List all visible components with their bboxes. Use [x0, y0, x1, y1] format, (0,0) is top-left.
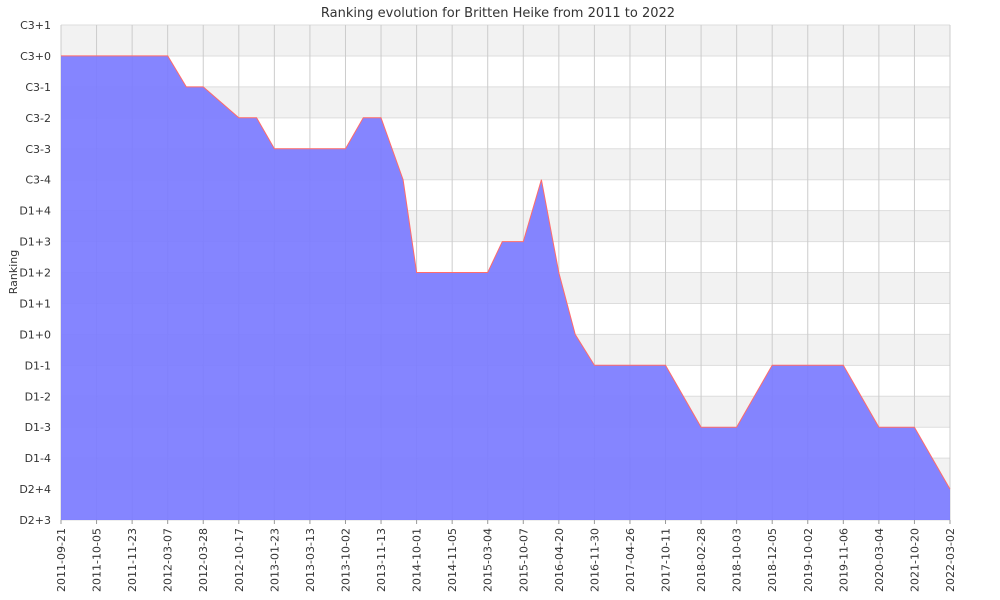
- x-tick-label: 2013-11-13: [375, 528, 388, 592]
- background-band: [61, 25, 950, 56]
- x-tick-label: 2013-10-02: [339, 528, 352, 592]
- y-tick-label: D1-2: [25, 390, 51, 403]
- x-tick-label: 2019-11-06: [837, 528, 850, 592]
- x-tick-label: 2011-09-21: [55, 528, 68, 592]
- x-tick-label: 2014-10-01: [411, 528, 424, 592]
- x-tick-label: 2012-03-07: [162, 528, 175, 592]
- y-tick-label: D1-1: [25, 359, 51, 372]
- x-tick-label: 2021-10-20: [908, 528, 921, 592]
- x-tick-label: 2012-03-28: [197, 528, 210, 592]
- x-tick-label: 2016-04-20: [553, 528, 566, 592]
- x-tick-label: 2015-03-04: [482, 528, 495, 592]
- y-tick-label: D1+0: [19, 328, 51, 341]
- y-tick-label: D1+3: [19, 236, 51, 249]
- y-tick-label: D1+1: [19, 297, 51, 310]
- y-tick-label: C3-1: [25, 81, 51, 94]
- y-tick-label: D1-4: [25, 452, 51, 465]
- x-tick-label: 2013-03-13: [304, 528, 317, 592]
- x-axis-ticks: 2011-09-21 2011-10-05 2011-11-23 2012-03-07…: [55, 520, 957, 592]
- y-tick-label: D2+3: [19, 514, 51, 527]
- y-axis-ticks: D2+3 D2+4 D1-4 D1-3 D1-2 D1-1 D1+0 D1+1 D1+2 D1+3…: [19, 19, 51, 527]
- x-tick-label: 2022-03-02: [944, 528, 957, 592]
- y-axis-label: Ranking: [7, 250, 20, 295]
- x-tick-label: 2014-11-05: [446, 528, 459, 592]
- x-tick-label: 2020-03-04: [873, 528, 886, 592]
- y-tick-label: C3+0: [20, 50, 51, 63]
- background-band: [61, 55, 950, 87]
- x-tick-label: 2017-10-11: [660, 528, 673, 592]
- y-tick-label: D2+4: [19, 483, 51, 496]
- y-tick-label: C3-4: [25, 174, 51, 187]
- x-tick-label: 2011-11-23: [126, 528, 139, 592]
- y-tick-label: D1+4: [19, 205, 51, 218]
- ranking-area: [61, 55, 950, 521]
- ranking-line: [61, 55, 951, 490]
- y-tick-label: D1+2: [19, 267, 51, 280]
- x-tick-label: 2019-10-02: [802, 528, 815, 592]
- x-tick-label: 2017-04-26: [624, 528, 637, 592]
- x-tick-label: 2018-02-28: [695, 528, 708, 592]
- x-tick-label: 2016-11-30: [588, 528, 601, 592]
- y-tick-label: C3-3: [25, 143, 51, 156]
- x-tick-label: 2011-10-05: [91, 528, 104, 592]
- y-tick-label: C3+1: [20, 19, 51, 32]
- x-tick-label: 2013-01-23: [268, 528, 281, 592]
- x-tick-label: 2012-10-17: [233, 528, 246, 592]
- y-tick-label: D1-3: [25, 421, 51, 434]
- chart-title: Ranking evolution for Britten Heike from…: [321, 6, 675, 21]
- x-tick-label: 2018-12-05: [766, 528, 779, 592]
- y-tick-label: C3-2: [25, 112, 51, 125]
- x-tick-label: 2018-10-03: [731, 528, 744, 592]
- x-tick-label: 2015-10-07: [517, 528, 530, 592]
